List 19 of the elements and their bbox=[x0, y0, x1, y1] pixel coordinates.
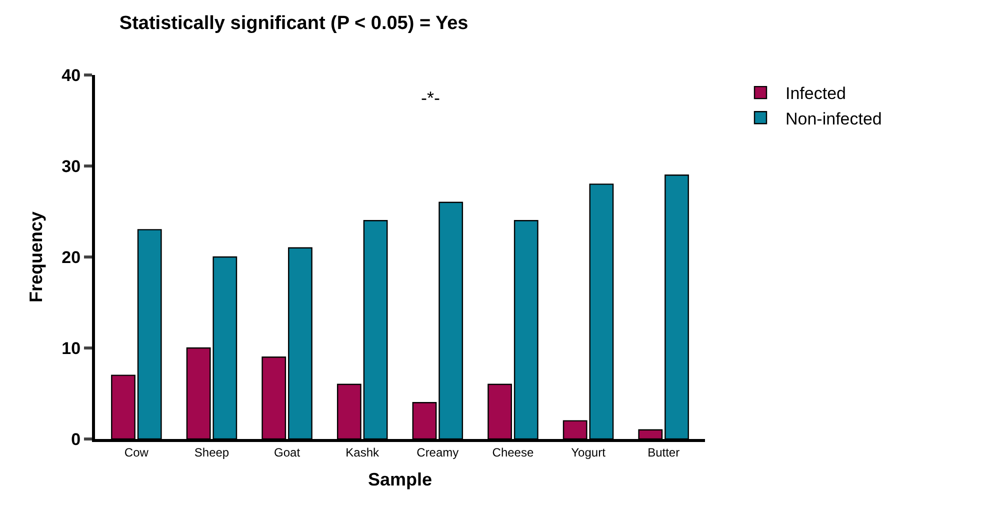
x-tick-label: Sheep bbox=[194, 445, 230, 460]
y-tick-label: 10 bbox=[62, 338, 81, 358]
legend-label: Infected bbox=[786, 84, 846, 104]
x-axis-title: Sample bbox=[368, 470, 432, 490]
y-tick-label: 40 bbox=[62, 66, 81, 85]
y-tick-label: 20 bbox=[62, 248, 81, 267]
x-tick-label: Cheese bbox=[492, 445, 534, 460]
y-tick-label: 30 bbox=[62, 156, 81, 176]
y-axis-title: Frequency bbox=[26, 211, 46, 303]
chart-title: Statistically significant (P < 0.05) = Yes bbox=[119, 13, 468, 34]
y-tick-label: 0 bbox=[71, 430, 81, 449]
annotation: -*- bbox=[421, 88, 440, 108]
x-tick-label: Creamy bbox=[416, 445, 459, 460]
legend-label: Non-infected bbox=[786, 109, 882, 128]
x-tick-label: Cow bbox=[124, 445, 149, 460]
x-tick-label: Yogurt bbox=[571, 445, 606, 460]
x-tick-label: Butter bbox=[648, 445, 680, 460]
x-tick-label: Kashk bbox=[346, 445, 380, 460]
x-tick-label: Goat bbox=[274, 445, 301, 460]
